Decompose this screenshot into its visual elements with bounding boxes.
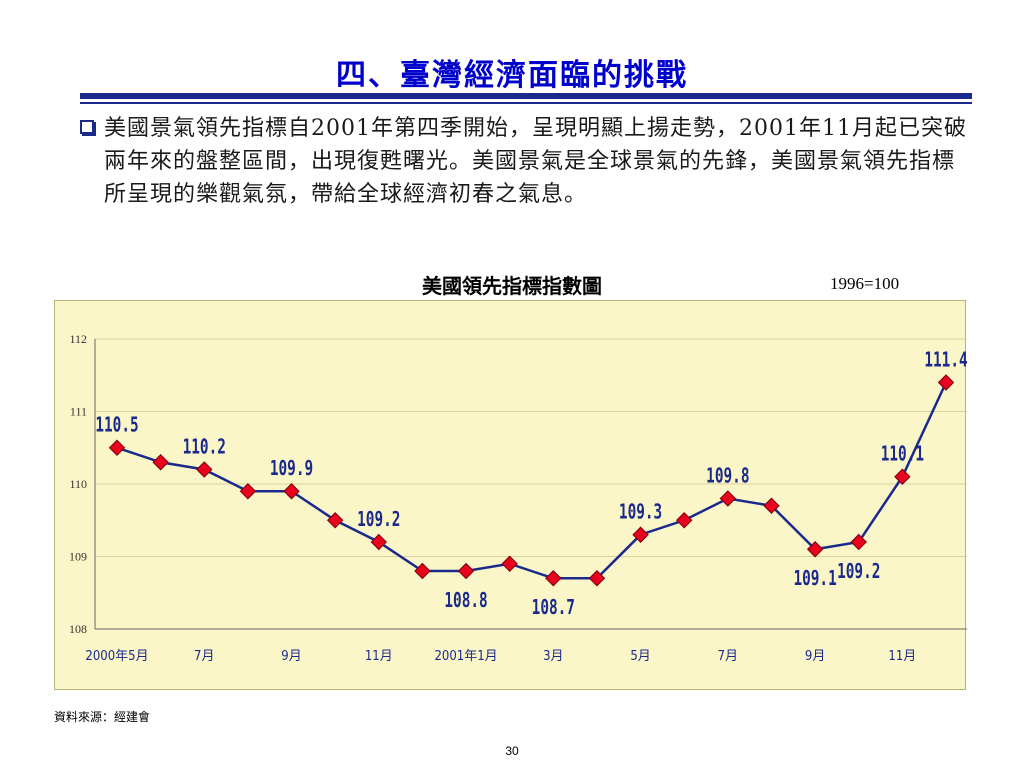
data-label: 109.1 <box>793 568 836 591</box>
data-label: 111.4 <box>924 349 967 372</box>
data-point-marker <box>545 570 562 587</box>
data-point-marker <box>501 555 518 572</box>
data-point-marker <box>326 512 344 529</box>
data-point-marker <box>850 533 867 551</box>
data-point-marker <box>283 483 300 500</box>
line-chart: 108 109 110 111 112 2000年5月 7月 9月 11月 2001年1月 3月 5月… <box>69 332 967 664</box>
chart-base-note: 1996=100 <box>830 274 900 293</box>
checkbox-bullet-icon <box>80 120 96 136</box>
data-point-marker <box>414 562 431 580</box>
data-point-marker <box>152 454 169 471</box>
data-label: 109.2 <box>357 509 400 532</box>
data-label: 109.2 <box>837 561 880 584</box>
data-point-marker <box>632 526 649 543</box>
y-tick-label: 108 <box>69 622 87 636</box>
y-tick-label: 110 <box>69 477 87 491</box>
data-point-marker <box>719 490 737 507</box>
data-point-marker <box>937 374 955 391</box>
source-note: 資料來源：經建會 <box>54 710 151 724</box>
data-label: 110.5 <box>95 415 138 438</box>
slide-title: 四、臺灣經濟面臨的挑戰 <box>336 58 688 93</box>
data-point-marker <box>370 533 387 551</box>
x-tick-label: 7月 <box>718 649 738 664</box>
data-point-marker <box>763 497 780 514</box>
x-tick-label: 9月 <box>281 649 301 664</box>
data-point-marker <box>894 468 911 485</box>
data-point-marker <box>196 461 213 478</box>
page-number: 30 <box>505 744 519 758</box>
data-label: 108.7 <box>532 597 575 620</box>
chart-panel: 108 109 110 111 112 2000年5月 7月 9月 11月 2001年1月 3月 5月… <box>54 300 967 690</box>
x-tick-label: 7月 <box>194 649 214 664</box>
data-label: 110.2 <box>183 436 226 459</box>
x-tick-label: 11月 <box>365 649 393 664</box>
x-tick-label: 9月 <box>805 649 825 664</box>
data-label: 108.8 <box>444 590 487 613</box>
chart-title: 美國領先指標指數圖 <box>422 274 602 298</box>
x-tick-label: 2001年1月 <box>434 649 497 664</box>
y-tick-label: 111 <box>70 405 87 419</box>
title-rule-thick <box>80 93 972 99</box>
bullet-paragraph: 美國景氣領先指標自2001年第四季開始，呈現明顯上揚走勢，2001年11月起已突… <box>104 116 967 207</box>
data-point-marker <box>806 541 824 558</box>
x-tick-label: 5月 <box>630 649 650 664</box>
data-point-marker <box>239 483 257 500</box>
y-tick-label: 112 <box>69 332 87 346</box>
data-point-marker <box>457 562 475 580</box>
data-point-marker <box>588 570 606 587</box>
data-point-marker <box>676 512 693 529</box>
data-label: 110.1 <box>881 444 924 467</box>
x-tick-label: 3月 <box>543 649 563 664</box>
title-rule-thin <box>80 102 972 104</box>
y-tick-label: 109 <box>69 550 87 564</box>
data-label: 109.8 <box>706 465 749 488</box>
data-label: 109.9 <box>270 458 313 481</box>
x-tick-label: 2000年5月 <box>85 649 148 664</box>
x-tick-label: 11月 <box>888 649 916 664</box>
data-point-marker <box>108 439 126 456</box>
data-label: 109.3 <box>619 502 662 525</box>
